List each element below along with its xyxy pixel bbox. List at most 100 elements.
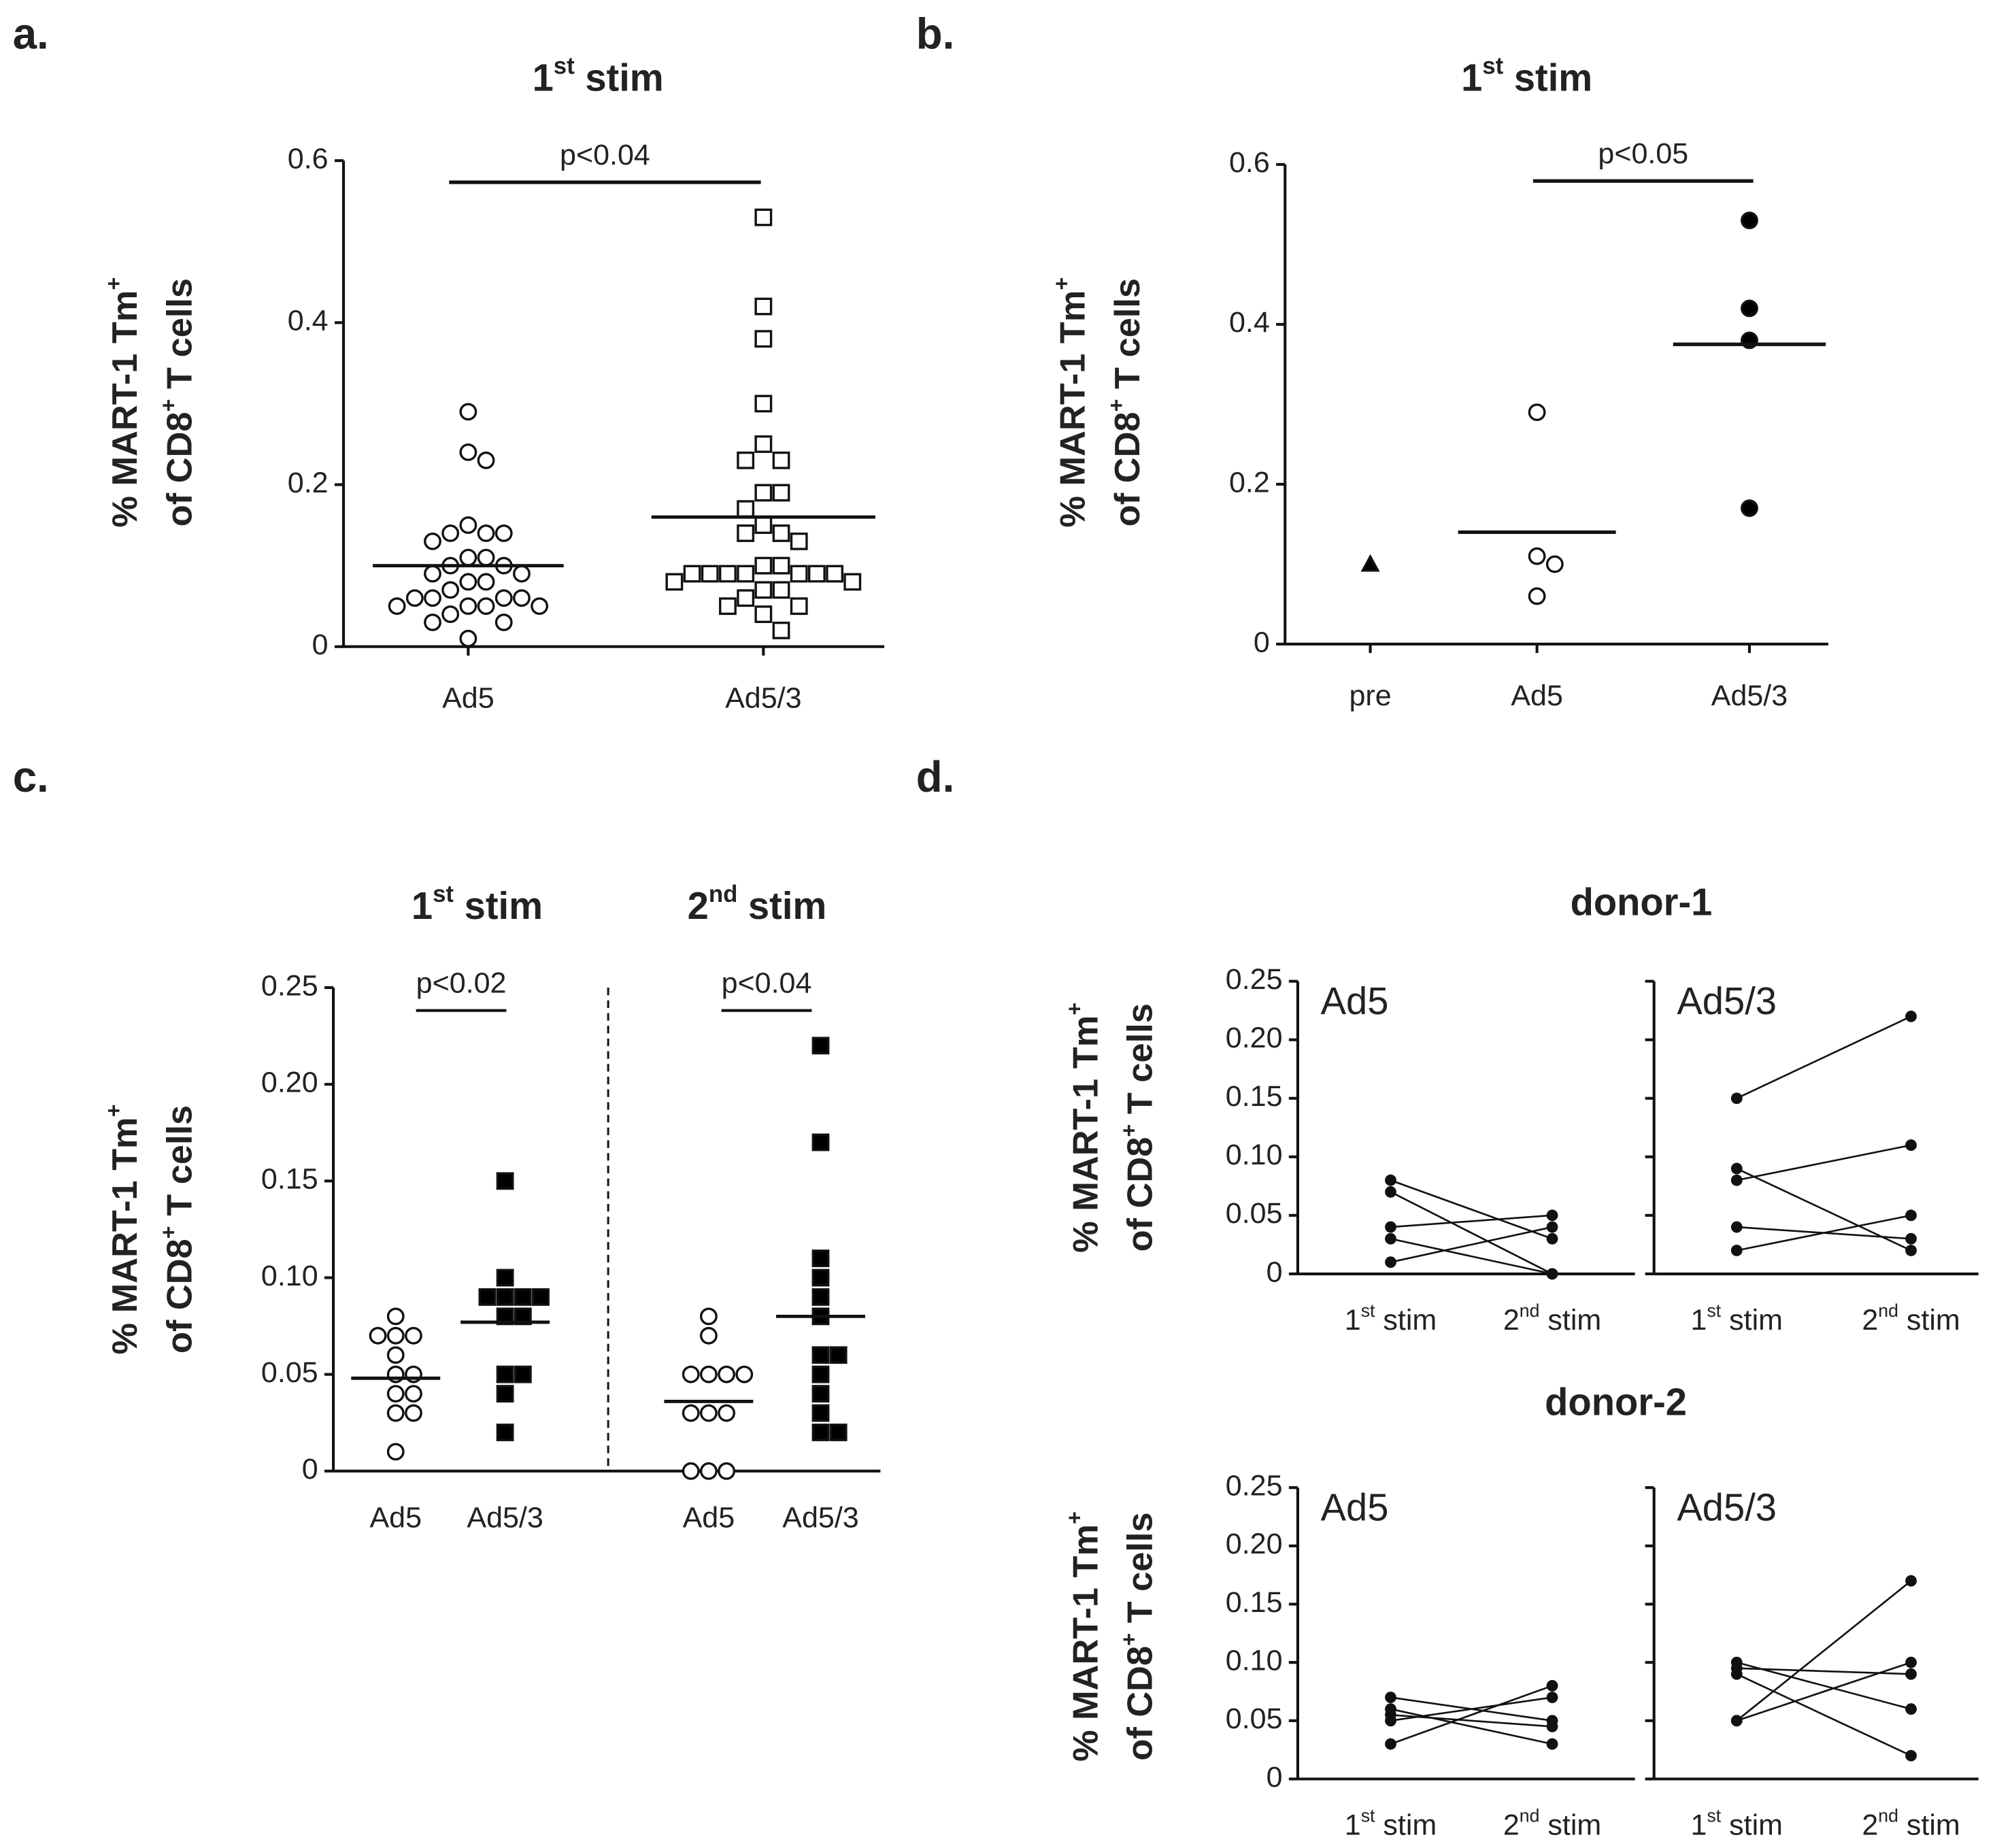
pair-line — [1736, 1661, 1911, 1710]
data-point — [772, 581, 790, 599]
data-point — [1360, 554, 1380, 572]
data-point — [829, 1346, 848, 1364]
text-part: stim — [1539, 1304, 1601, 1337]
data-point — [459, 597, 477, 616]
x-tick-label: 1st stim — [1345, 1300, 1437, 1337]
text-part: stim — [1721, 1304, 1783, 1337]
data-point — [386, 1346, 405, 1364]
text-part: stim — [454, 884, 543, 927]
data-point — [1385, 1715, 1396, 1727]
y-tick-label: 0.20 — [1226, 1528, 1283, 1560]
data-point — [532, 1288, 550, 1306]
data-point — [1385, 1738, 1396, 1750]
data-point — [531, 597, 549, 616]
data-point — [811, 1365, 830, 1383]
data-point — [811, 1133, 830, 1152]
y-tick-label: 0.15 — [1226, 1586, 1283, 1619]
data-point — [1385, 1256, 1396, 1269]
data-point — [494, 524, 513, 542]
text-part: nd — [1878, 1300, 1898, 1321]
data-point — [699, 1365, 718, 1383]
pair-line — [1390, 1696, 1553, 1722]
text-part: of CD8 — [1121, 1646, 1160, 1761]
text-part: st — [1361, 1300, 1375, 1321]
x-tick-label: Ad5/3 — [725, 682, 801, 715]
data-point — [790, 532, 808, 550]
panel-name: Ad5 — [1321, 1486, 1389, 1529]
y-axis-label: of CD8+ T cells — [156, 278, 199, 526]
data-point — [1546, 1680, 1558, 1692]
data-point — [754, 394, 773, 413]
y-tick-label: 0 — [1254, 626, 1270, 658]
p-value: p<0.05 — [1598, 137, 1688, 170]
panel-name: Ad5/3 — [1677, 979, 1777, 1022]
data-point — [1546, 1209, 1558, 1222]
data-point — [772, 524, 790, 542]
panel-letter: b. — [916, 10, 955, 58]
data-point — [1905, 1575, 1917, 1587]
chart-title: 1st stim — [533, 54, 664, 99]
text-part: stim — [1375, 1809, 1437, 1842]
data-point — [754, 556, 773, 575]
y-tick-label: 0.05 — [261, 1356, 318, 1389]
text-part: st — [1361, 1806, 1375, 1826]
text-part: nd — [1520, 1806, 1540, 1826]
data-point — [1385, 1186, 1396, 1198]
data-point — [1385, 1221, 1396, 1233]
data-point — [826, 565, 843, 583]
data-point — [754, 330, 773, 348]
pair-line — [1737, 1667, 1911, 1675]
pair-line — [1390, 1226, 1553, 1263]
data-point — [790, 597, 808, 616]
text-part: 1 — [1345, 1809, 1361, 1842]
text-part: nd — [1878, 1806, 1898, 1826]
x-tick-label: 2nd stim — [1862, 1806, 1960, 1842]
data-point — [459, 443, 477, 461]
data-point — [459, 573, 477, 591]
data-point — [477, 548, 495, 567]
y-tick-label: 0.4 — [1229, 306, 1270, 339]
x-tick-label: Ad5 — [442, 682, 494, 715]
pair-line — [1736, 1167, 1912, 1251]
data-point — [1528, 587, 1546, 605]
data-point — [513, 589, 531, 607]
data-point — [811, 1037, 830, 1055]
p-value: p<0.04 — [560, 139, 650, 171]
text-part: 2 — [1503, 1304, 1520, 1337]
x-tick-label: 2nd stim — [1503, 1300, 1601, 1337]
text-part: st — [1707, 1806, 1721, 1826]
data-point — [1730, 1245, 1743, 1256]
text-part: % MART-1 Tm — [1053, 290, 1092, 528]
y-tick-label: 0.20 — [1226, 1022, 1283, 1054]
y-tick-label: 0.4 — [288, 305, 329, 337]
data-point — [772, 451, 790, 469]
data-point — [807, 565, 826, 583]
data-point — [424, 532, 441, 550]
data-point — [1546, 1738, 1558, 1750]
y-tick-label: 0.15 — [1226, 1080, 1283, 1113]
data-point — [1905, 1010, 1917, 1022]
text-part: of CD8 — [160, 1239, 199, 1354]
data-point — [496, 1288, 514, 1306]
y-tick-label: 0.10 — [1226, 1645, 1283, 1677]
y-axis-label: % MART-1 Tm+ — [1049, 278, 1092, 528]
text-part: st — [1707, 1300, 1721, 1321]
data-point — [1905, 1245, 1917, 1256]
pair-line — [1737, 1144, 1911, 1181]
data-point — [1905, 1703, 1917, 1715]
x-tick-label: 2nd stim — [1503, 1806, 1601, 1842]
data-point — [737, 451, 755, 469]
text-part: stim — [1375, 1304, 1437, 1337]
data-point — [699, 1462, 718, 1480]
data-point — [754, 516, 773, 534]
text-part: stim — [575, 56, 664, 99]
data-point — [494, 614, 513, 631]
data-point — [405, 1385, 422, 1403]
text-part: + — [1062, 1003, 1086, 1015]
data-point — [1905, 1209, 1917, 1222]
data-point — [737, 500, 755, 518]
data-point — [754, 297, 773, 316]
data-point — [1546, 1268, 1558, 1280]
data-point — [424, 614, 441, 631]
text-part: stim — [1503, 56, 1592, 99]
